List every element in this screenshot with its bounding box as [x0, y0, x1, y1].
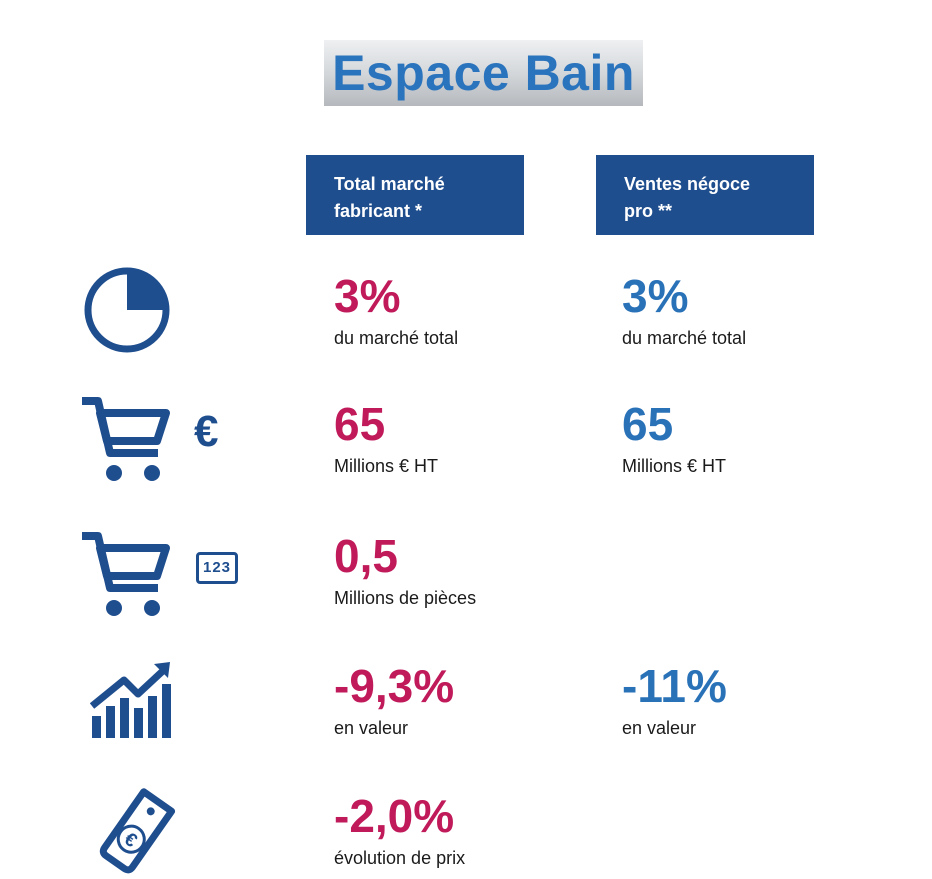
euro-price-tag-icon: €: [92, 783, 182, 879]
revenue-total-metric: 65 Millions € HT: [334, 400, 438, 476]
market-share-trade-metric: 3% du marché total: [622, 272, 746, 348]
column-header-trade-sales: Ventes négoce pro **: [596, 155, 814, 235]
volume-total-metric: 0,5 Millions de pièces: [334, 532, 476, 608]
column-header-line: pro **: [624, 201, 673, 221]
metric-value: 65: [334, 398, 386, 450]
metric-value: -11%: [622, 660, 727, 712]
column-header-total-market: Total marché fabricant *: [306, 155, 524, 235]
column-header-line: Ventes négoce: [624, 174, 751, 194]
metric-label: en valeur: [622, 718, 697, 738]
metric-label: en valeur: [334, 718, 409, 738]
pie-chart-icon: [82, 265, 172, 355]
title-banner: Espace Bain: [324, 40, 643, 106]
metric-value: 3%: [622, 270, 689, 322]
market-share-total-metric: 3% du marché total: [334, 272, 458, 348]
metric-label: Millions € HT: [622, 456, 727, 476]
metric-label: du marché total: [334, 328, 459, 348]
metric-label: évolution de prix: [334, 848, 466, 868]
price-change-total-metric: -2,0% évolution de prix: [334, 792, 465, 868]
metric-value: -2,0%: [334, 790, 455, 842]
counter-123-icon: 123: [196, 552, 238, 584]
metric-label: du marché total: [622, 328, 747, 348]
metric-value: 65: [622, 398, 674, 450]
shopping-cart-icon: [80, 530, 172, 620]
revenue-trade-metric: 65 Millions € HT: [622, 400, 726, 476]
metric-value: -9,3%: [334, 660, 455, 712]
metric-value: 0,5: [334, 530, 398, 582]
metric-label: Millions € HT: [334, 456, 439, 476]
euro-icon: €: [194, 407, 219, 456]
metric-label: Millions de pièces: [334, 588, 477, 608]
page-title: Espace Bain: [332, 45, 635, 101]
shopping-cart-icon: [80, 395, 172, 485]
metric-value: 3%: [334, 270, 401, 322]
value-change-total-metric: -9,3% en valeur: [334, 662, 454, 738]
value-change-trade-metric: -11% en valeur: [622, 662, 727, 738]
column-header-line: fabricant *: [334, 201, 423, 221]
growth-chart-icon: [90, 660, 172, 740]
column-header-line: Total marché: [334, 174, 445, 194]
